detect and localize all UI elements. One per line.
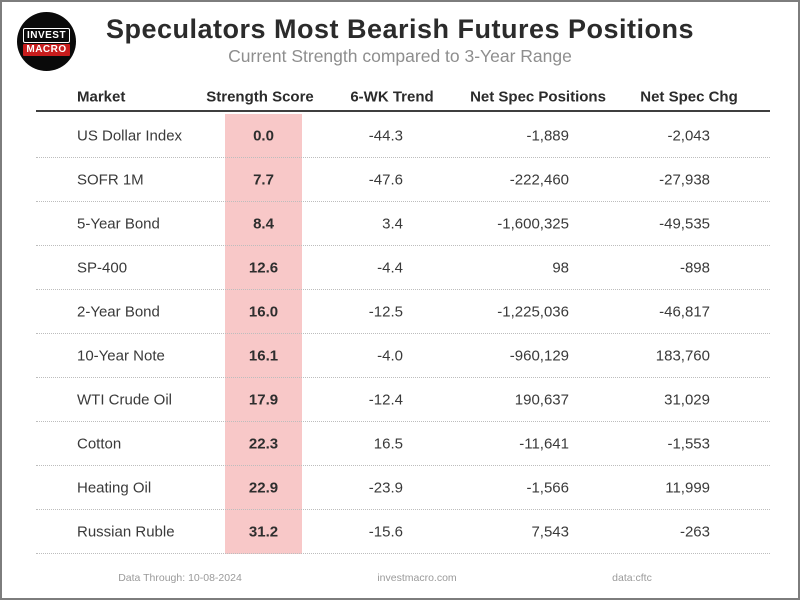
strength-score-cell: 16.1 <box>248 347 279 364</box>
table-row: Cotton 22.3 16.5 -11,641 -1,553 <box>36 422 770 466</box>
strength-score-cell: 7.7 <box>253 171 274 188</box>
net-spec-chg-cell: -46,817 <box>659 303 710 320</box>
net-spec-positions-cell: 190,637 <box>514 391 569 408</box>
net-spec-positions-cell: -1,600,325 <box>497 215 569 232</box>
strength-score-cell: 17.9 <box>248 391 279 408</box>
logo-macro-text: MACRO <box>23 43 70 56</box>
table-header-row: Market Strength Score 6-WK Trend Net Spe… <box>36 84 770 112</box>
page-subtitle: Current Strength compared to 3-Year Rang… <box>228 46 572 66</box>
logo-invest-text: INVEST <box>22 27 71 43</box>
data-source-label: data:cftc <box>612 572 652 584</box>
trend-cell: -4.4 <box>377 259 403 276</box>
page-title: Speculators Most Bearish Futures Positio… <box>105 14 695 44</box>
net-spec-positions-cell: -222,460 <box>509 171 569 188</box>
market-cell: Heating Oil <box>77 479 152 496</box>
market-cell: 5-Year Bond <box>77 215 160 232</box>
column-header-net-spec-chg: Net Spec Chg <box>640 88 738 106</box>
market-cell: WTI Crude Oil <box>77 391 173 408</box>
strength-score-cell: 22.3 <box>248 435 279 452</box>
strength-score-highlight-band <box>225 114 302 554</box>
net-spec-chg-cell: -263 <box>679 523 710 540</box>
net-spec-chg-cell: -2,043 <box>667 127 710 144</box>
strength-score-cell: 31.2 <box>248 523 279 540</box>
net-spec-chg-cell: 31,029 <box>664 391 710 408</box>
trend-cell: -44.3 <box>368 127 403 144</box>
table-row: 5-Year Bond 8.4 3.4 -1,600,325 -49,535 <box>36 202 770 246</box>
net-spec-chg-cell: 183,760 <box>655 347 710 364</box>
table-row: US Dollar Index 0.0 -44.3 -1,889 -2,043 <box>36 114 770 158</box>
net-spec-positions-cell: -1,225,036 <box>497 303 569 320</box>
trend-cell: -4.0 <box>377 347 403 364</box>
column-header-market: Market <box>77 88 126 106</box>
table-row: WTI Crude Oil 17.9 -12.4 190,637 31,029 <box>36 378 770 422</box>
column-header-net-spec-positions: Net Spec Positions <box>470 88 606 106</box>
net-spec-chg-cell: -898 <box>679 259 710 276</box>
net-spec-positions-cell: -1,566 <box>526 479 569 496</box>
column-header-6wk-trend: 6-WK Trend <box>350 88 434 106</box>
trend-cell: -12.5 <box>368 303 403 320</box>
strength-score-cell: 8.4 <box>253 215 274 232</box>
net-spec-chg-cell: -49,535 <box>659 215 710 232</box>
net-spec-positions-cell: 98 <box>552 259 569 276</box>
data-through-label: Data Through: 10-08-2024 <box>118 572 242 584</box>
trend-cell: -23.9 <box>368 479 403 496</box>
table-body: US Dollar Index 0.0 -44.3 -1,889 -2,043 … <box>36 114 770 554</box>
trend-cell: -47.6 <box>368 171 403 188</box>
trend-cell: 3.4 <box>382 215 403 232</box>
net-spec-positions-cell: -11,641 <box>519 435 569 452</box>
column-header-strength-score: Strength Score <box>206 88 314 106</box>
net-spec-chg-cell: 11,999 <box>665 479 710 496</box>
strength-score-cell: 22.9 <box>248 479 279 496</box>
trend-cell: -15.6 <box>368 523 403 540</box>
table-row: 2-Year Bond 16.0 -12.5 -1,225,036 -46,81… <box>36 290 770 334</box>
market-cell: Russian Ruble <box>77 523 175 540</box>
net-spec-positions-cell: -1,889 <box>526 127 569 144</box>
net-spec-positions-cell: -960,129 <box>509 347 569 364</box>
table-row: Heating Oil 22.9 -23.9 -1,566 11,999 <box>36 466 770 510</box>
market-cell: SP-400 <box>77 259 128 276</box>
footer: Data Through: 10-08-2024 investmacro.com… <box>2 572 798 588</box>
net-spec-chg-cell: -1,553 <box>667 435 710 452</box>
table-row: SP-400 12.6 -4.4 98 -898 <box>36 246 770 290</box>
market-cell: SOFR 1M <box>77 171 144 188</box>
market-cell: US Dollar Index <box>77 127 183 144</box>
trend-cell: -12.4 <box>368 391 403 408</box>
strength-score-cell: 16.0 <box>248 303 279 320</box>
investmacro-logo: INVEST MACRO <box>17 12 76 71</box>
net-spec-chg-cell: -27,938 <box>659 171 710 188</box>
table-row: SOFR 1M 7.7 -47.6 -222,460 -27,938 <box>36 158 770 202</box>
market-cell: 2-Year Bond <box>77 303 160 320</box>
market-cell: 10-Year Note <box>77 347 165 364</box>
table-row: Russian Ruble 31.2 -15.6 7,543 -263 <box>36 510 770 554</box>
strength-score-cell: 12.6 <box>248 259 279 276</box>
market-cell: Cotton <box>77 435 122 452</box>
net-spec-positions-cell: 7,543 <box>531 523 569 540</box>
strength-score-cell: 0.0 <box>253 127 274 144</box>
table-row: 10-Year Note 16.1 -4.0 -960,129 183,760 <box>36 334 770 378</box>
trend-cell: 16.5 <box>373 435 403 452</box>
website-label: investmacro.com <box>377 572 457 584</box>
